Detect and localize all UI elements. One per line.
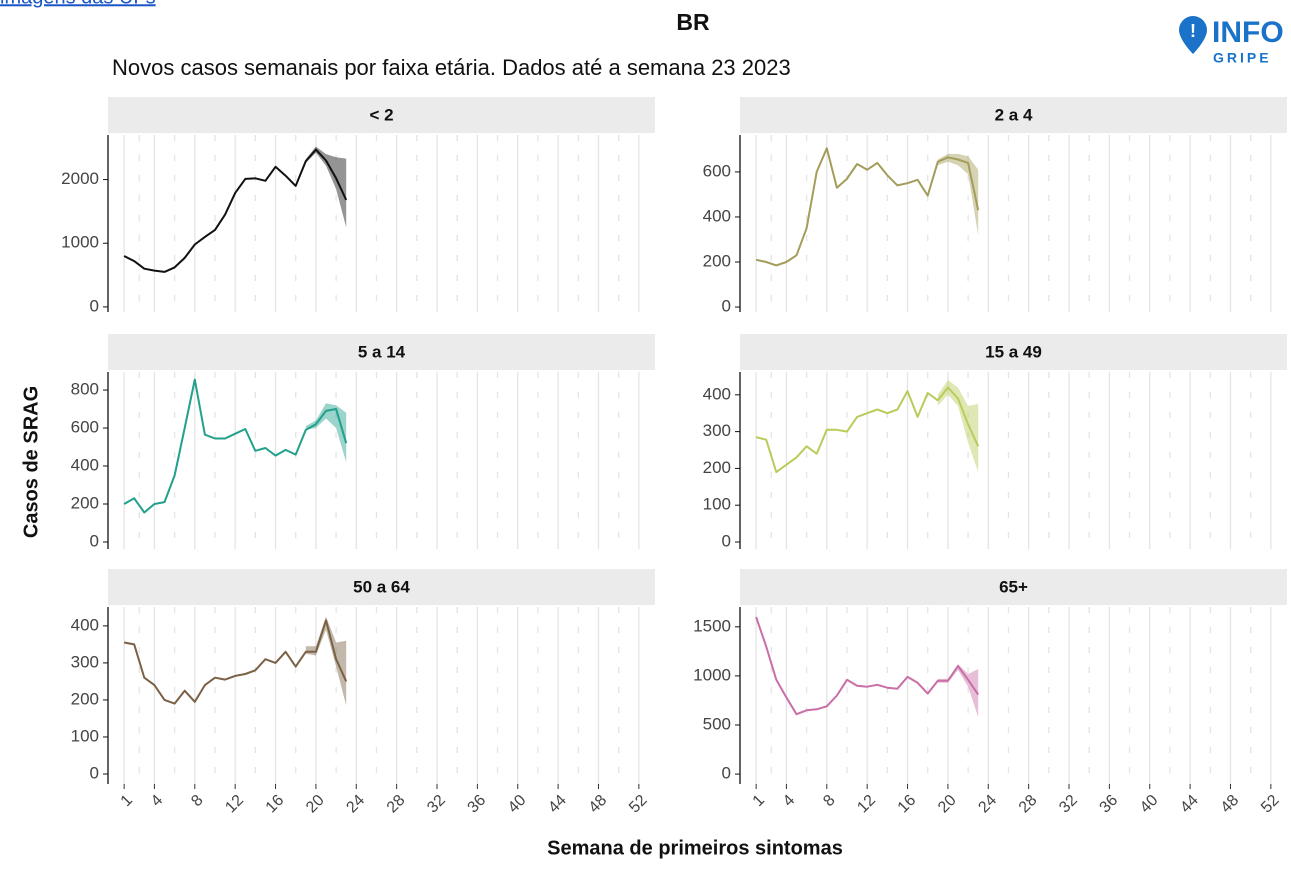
y-tick-label: 500	[703, 714, 731, 733]
facet-title: 15 a 49	[985, 342, 1042, 361]
series-line	[755, 147, 980, 267]
x-tick-label: 1	[118, 792, 136, 810]
facet-title: 2 a 4	[995, 105, 1033, 124]
y-tick-label: 0	[722, 531, 731, 550]
x-tick-label: 20	[303, 792, 328, 817]
x-tick-label: 36	[465, 792, 490, 817]
y-tick-label: 1000	[693, 665, 731, 684]
facet-strip	[108, 334, 655, 370]
uncertainty-band	[305, 616, 347, 706]
x-tick-label: 48	[1218, 792, 1243, 817]
x-tick-label: 48	[586, 792, 611, 817]
uncertainty-band	[295, 146, 347, 228]
y-tick-label: 400	[71, 615, 99, 634]
series-line	[123, 378, 348, 514]
facet-strip	[108, 569, 655, 605]
title: BR	[676, 9, 710, 35]
facet-title: 65+	[999, 577, 1028, 596]
x-tick-label: 16	[895, 792, 920, 817]
x-tick-label: 32	[1056, 792, 1081, 817]
y-tick-label: 0	[90, 763, 99, 782]
x-tick-label: 52	[626, 792, 651, 817]
y-tick-label: 2000	[61, 169, 99, 188]
x-tick-label: 4	[780, 792, 798, 810]
x-axis-title: Semana de primeiros sintomas	[547, 837, 843, 859]
y-tick-label: 600	[703, 161, 731, 180]
y-tick-label: 200	[703, 251, 731, 270]
uncertainty-band	[937, 664, 979, 718]
x-tick-label: 12	[222, 792, 247, 817]
x-tick-label: 16	[263, 792, 288, 817]
y-tick-label: 1000	[61, 233, 99, 252]
x-tick-label: 12	[854, 792, 879, 817]
logo-subtext: GRIPE	[1213, 50, 1272, 66]
facet-strip	[740, 569, 1287, 605]
y-tick-label: 400	[71, 455, 99, 474]
x-tick-label: 4	[148, 792, 166, 810]
y-tick-label: 0	[90, 531, 99, 550]
facet-title: < 2	[369, 105, 393, 124]
x-tick-label: 44	[545, 792, 570, 817]
x-tick-label: 8	[820, 792, 838, 810]
x-tick-label: 40	[505, 792, 530, 817]
y-tick-label: 300	[71, 652, 99, 671]
x-tick-label: 52	[1258, 792, 1283, 817]
y-tick-label: 200	[71, 689, 99, 708]
y-tick-label: 600	[71, 418, 99, 437]
series-line	[123, 148, 348, 273]
x-tick-label: 32	[424, 792, 449, 817]
series-line	[755, 616, 980, 716]
x-tick-label: 28	[384, 792, 409, 817]
x-tick-label: 28	[1016, 792, 1041, 817]
y-tick-label: 1500	[693, 616, 731, 635]
uncertainty-band	[937, 153, 979, 235]
x-tick-label: 24	[343, 792, 368, 817]
series-line	[123, 619, 348, 705]
y-tick-label: 0	[722, 764, 731, 783]
y-tick-label: 400	[703, 206, 731, 225]
y-tick-label: 300	[703, 421, 731, 440]
link[interactable]: imagens das UFs	[0, 0, 156, 8]
y-tick-label: 400	[703, 384, 731, 403]
facet-strip	[740, 97, 1287, 133]
x-tick-label: 1	[750, 792, 768, 810]
facet-strip	[740, 334, 1287, 370]
facet-title: 50 a 64	[353, 577, 410, 596]
y-tick-label: 100	[71, 726, 99, 745]
logo: ! INFO GRIPE	[1179, 16, 1284, 66]
y-tick-label: 200	[71, 493, 99, 512]
y-tick-label: 200	[703, 458, 731, 477]
subtitle: Novos casos semanais por faixa etária. D…	[112, 55, 791, 80]
x-tick-label: 44	[1177, 792, 1202, 817]
y-tick-label: 0	[722, 297, 731, 316]
series-line	[755, 386, 980, 474]
facet-title: 5 a 14	[358, 342, 406, 361]
x-tick-label: 24	[975, 792, 1000, 817]
x-tick-label: 8	[188, 792, 206, 810]
x-tick-label: 36	[1097, 792, 1122, 817]
x-tick-label: 40	[1137, 792, 1162, 817]
y-tick-label: 0	[90, 296, 99, 315]
logo-mark: !	[1190, 21, 1196, 41]
y-tick-label: 100	[703, 495, 731, 514]
x-tick-label: 20	[935, 792, 960, 817]
y-axis-title: Casos de SRAG	[20, 386, 42, 538]
logo-text: INFO	[1212, 16, 1284, 49]
facet-strip	[108, 97, 655, 133]
y-tick-label: 800	[71, 380, 99, 399]
uncertainty-band	[305, 403, 347, 463]
logo-pin	[1179, 16, 1207, 54]
